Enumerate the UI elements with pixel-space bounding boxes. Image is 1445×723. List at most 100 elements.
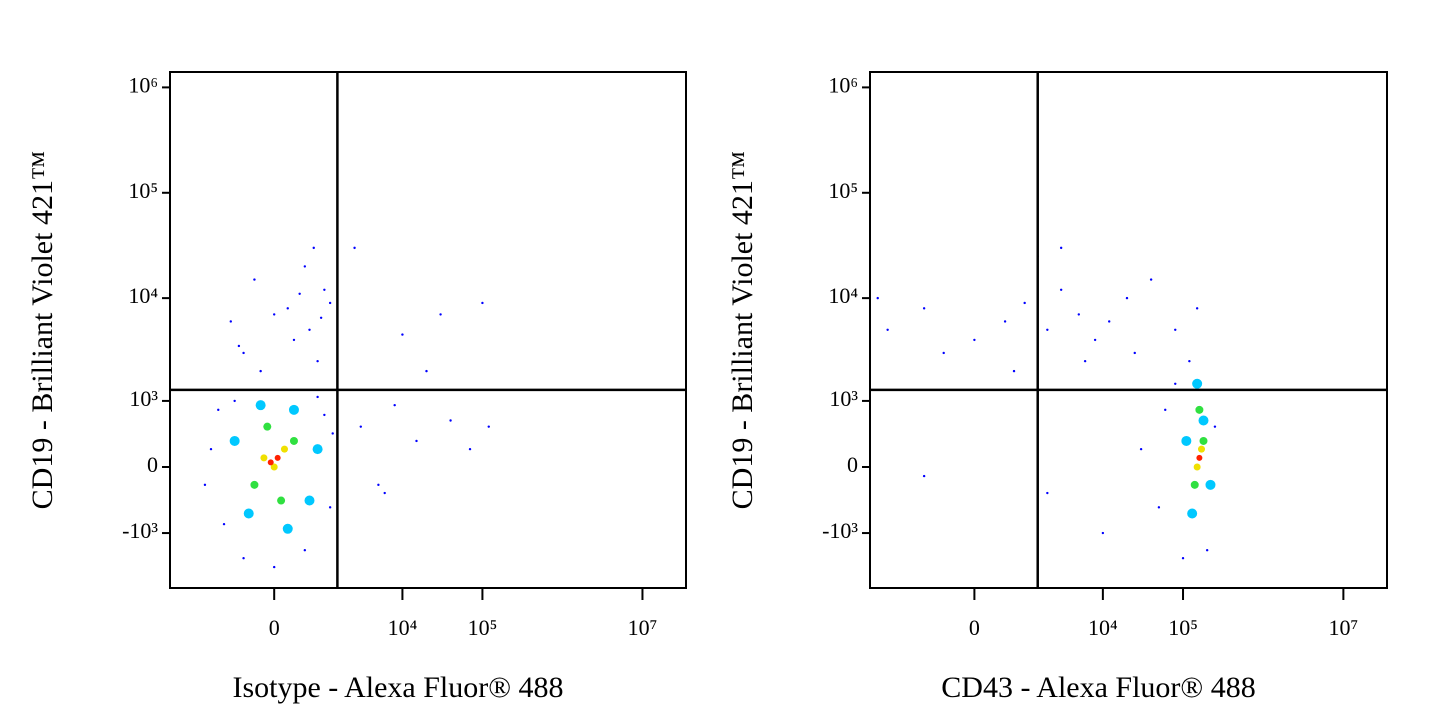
event-dot: [331, 432, 334, 435]
event-dot: [1023, 301, 1026, 305]
y-tick-label: 10⁴: [128, 283, 158, 308]
event-dot: [312, 444, 323, 455]
event-dot: [298, 292, 301, 295]
event-dot: [449, 419, 452, 422]
event-dot: [292, 338, 296, 342]
x-tick-label: 0: [269, 615, 280, 640]
event-dot: [316, 359, 319, 363]
event-dot: [260, 454, 268, 462]
event-dot: [286, 307, 289, 310]
event-dot: [1196, 454, 1203, 461]
event-dot: [222, 522, 226, 526]
x-axis-label: CD43 - Alexa Fluor® 488: [941, 671, 1255, 704]
event-dot: [1205, 479, 1216, 490]
event-dot: [242, 556, 245, 560]
event-dot: [922, 307, 926, 310]
event-dot: [886, 328, 889, 331]
event-dot: [425, 369, 428, 373]
event-dot: [1059, 246, 1063, 250]
event-dot: [312, 246, 315, 250]
y-axis-label: CD19 - Brilliant Violet 421™: [726, 151, 759, 510]
event-dot: [1003, 320, 1007, 323]
event-dot: [393, 403, 396, 407]
event-dot: [1187, 508, 1198, 519]
event-dot: [377, 483, 380, 487]
event-dot: [233, 399, 236, 403]
y-tick-label: 10³: [129, 386, 158, 411]
event-dot: [922, 474, 926, 478]
y-tick-label: 10⁴: [828, 283, 858, 308]
event-dot: [401, 333, 404, 336]
event-dot: [1174, 328, 1177, 331]
event-dot: [255, 400, 266, 411]
y-tick-label: 10⁶: [128, 72, 158, 97]
x-tick-label: 10⁴: [388, 615, 418, 640]
plot-frame: [169, 71, 687, 589]
y-tick-label: 0: [847, 452, 858, 477]
event-dot: [481, 301, 484, 305]
event-dot: [288, 404, 299, 415]
event-dot: [319, 316, 323, 320]
event-dot: [1093, 338, 1097, 342]
event-dot: [274, 454, 281, 461]
event-dot: [383, 491, 386, 495]
event-dot: [439, 313, 442, 316]
x-tick-label: 10⁷: [1329, 615, 1359, 640]
event-dot: [303, 265, 307, 268]
event-dot: [272, 313, 276, 316]
event-dot: [259, 369, 262, 373]
y-axis-label: CD19 - Brilliant Violet 421™: [26, 151, 59, 510]
event-dot: [272, 565, 276, 569]
event-dot: [323, 413, 326, 417]
x-tick-label: 10⁵: [1168, 615, 1198, 640]
event-dot: [270, 463, 278, 471]
event-dot: [487, 425, 490, 428]
event-dot: [203, 483, 207, 487]
event-dot: [359, 425, 362, 428]
event-dot: [1174, 382, 1177, 385]
event-dot: [304, 495, 315, 506]
event-dot: [1198, 415, 1209, 426]
event-dot: [1188, 359, 1191, 363]
event-dot: [1046, 328, 1049, 331]
event-dot: [1205, 549, 1209, 552]
event-dot: [1046, 491, 1049, 495]
x-axis-label: Isotype - Alexa Fluor® 488: [232, 671, 563, 704]
event-dot: [973, 338, 976, 342]
event-dot: [468, 447, 472, 451]
event-dot: [1181, 556, 1185, 560]
event-dot: [353, 246, 356, 250]
event-dot: [263, 422, 272, 431]
event-dot: [1190, 480, 1199, 489]
event-dot: [242, 351, 245, 355]
event-dot: [323, 288, 326, 291]
event-dot: [1059, 288, 1063, 291]
event-dot: [280, 445, 288, 453]
x-tick-label: 10⁵: [468, 615, 498, 640]
event-dot: [1101, 531, 1105, 535]
y-tick-label: 10⁵: [128, 178, 158, 203]
event-dot: [1195, 307, 1199, 310]
event-dot: [1164, 408, 1167, 412]
event-dot: [1077, 313, 1080, 316]
event-dot: [1213, 425, 1217, 428]
x-tick-label: 10⁴: [1088, 615, 1118, 640]
event-dot: [250, 480, 259, 489]
event-dot: [1157, 506, 1161, 509]
event-dot: [1192, 378, 1203, 389]
x-tick-label: 10⁷: [628, 615, 658, 640]
event-dot: [1083, 359, 1087, 363]
event-dot: [1139, 447, 1143, 451]
event-dot: [1195, 405, 1204, 414]
event-dot: [328, 301, 332, 305]
event-dot: [282, 523, 293, 534]
y-tick-label: -10³: [822, 518, 858, 543]
event-dot: [229, 435, 240, 446]
event-dot: [316, 395, 319, 399]
x-tick-label: 0: [969, 615, 980, 640]
event-dot: [1012, 369, 1016, 373]
event-dot: [1133, 351, 1136, 355]
event-dot: [289, 436, 298, 445]
event-dot: [1198, 445, 1206, 453]
